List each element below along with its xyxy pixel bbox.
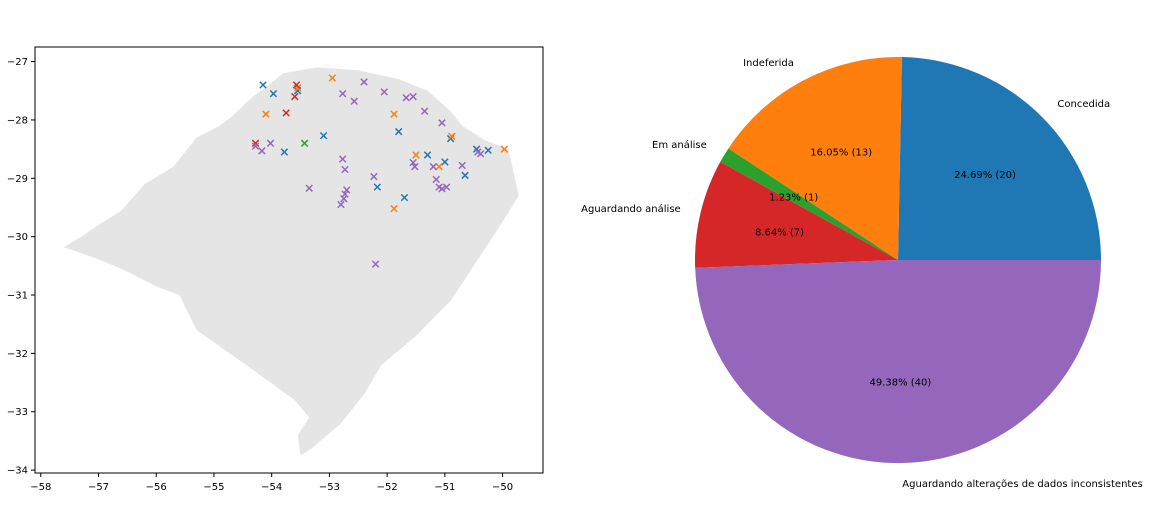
scatter-point (420, 107, 429, 115)
x-axis-ticks: −58 −57 −56 −55 −54 −53 −52 −51 −50 (30, 473, 513, 493)
slice-percent-label: 49.38% (40) (869, 377, 931, 388)
scatter-point (373, 183, 382, 191)
x-tick-label: −52 (377, 482, 398, 493)
x-tick-label: −56 (146, 482, 167, 493)
scatter-point (300, 139, 309, 148)
scatter-point (411, 162, 419, 171)
y-tick-label: −30 (7, 232, 28, 243)
y-tick-label: −27 (7, 57, 28, 68)
slice-percent-label: 8.64% (7) (755, 227, 804, 238)
scatter-point (338, 155, 347, 163)
scatter-point (338, 89, 347, 98)
scatter-point (448, 132, 456, 141)
scatter-point (319, 131, 328, 140)
x-tick-label: −50 (492, 482, 513, 493)
scatter-point (340, 194, 348, 203)
y-axis-ticks: −27 −28 −29 −30 −31 −32 −33 −34 (7, 57, 35, 477)
scatter-point (251, 142, 260, 150)
scatter-point (360, 78, 368, 86)
pie-slice (694, 161, 898, 268)
slice-label: Aguardando análise (581, 203, 681, 215)
scatter-point (438, 119, 446, 127)
scatter-point (432, 175, 440, 184)
scatter-point (328, 74, 337, 82)
scatter-point (293, 87, 302, 95)
x-tick-label: −53 (319, 482, 340, 493)
scatter-point (429, 162, 438, 171)
scatter-point (435, 162, 443, 171)
slice-label: Aguardando alterações de dados inconsist… (902, 479, 1142, 490)
scatter-point (412, 151, 420, 159)
pie-labels: Concedida Indeferida Em análise Aguardando … (581, 58, 1143, 490)
scatter-point (280, 148, 289, 156)
slice-percent-label: 16.05% (13) (810, 148, 872, 159)
scatter-point (409, 92, 417, 101)
pie-slice (720, 148, 898, 260)
scatter-point (371, 260, 380, 268)
scatter-point (400, 193, 409, 202)
scatter-point (266, 139, 275, 148)
map-scatter-panel: −58 −57 −56 −55 −54 −53 −52 −51 −50 −27 −28 −29 −30… (7, 46, 544, 493)
y-tick-label: −31 (7, 291, 28, 302)
scatter-point (390, 110, 398, 118)
slice-percent-label: 24.69% (20) (954, 170, 1016, 181)
y-tick-label: −32 (7, 349, 28, 360)
scatter-point (262, 110, 270, 118)
pie-slice (695, 260, 1101, 464)
x-tick-label: −55 (203, 482, 224, 493)
scatter-point (442, 183, 451, 191)
map-axes-frame (34, 46, 544, 474)
scatter-point (438, 185, 446, 193)
scatter-point (394, 127, 403, 136)
scatter-point (337, 200, 345, 209)
scatter-point (500, 145, 509, 153)
scatter-point (350, 97, 358, 106)
scatter-point (282, 109, 290, 117)
slice-label: Concedida (1057, 99, 1110, 110)
x-tick-label: −58 (30, 482, 51, 493)
scatter-point (370, 172, 378, 181)
y-tick-label: −33 (7, 407, 28, 418)
scatter-point (484, 146, 492, 155)
scatter-point (251, 139, 260, 148)
pie-slice (898, 57, 1101, 260)
scatter-point (476, 150, 485, 158)
region-polygon (63, 67, 519, 456)
scatter-point (342, 186, 351, 194)
pie-slice (728, 57, 902, 261)
scatter-point (423, 151, 432, 159)
x-tick-label: −57 (88, 482, 109, 493)
pie-slices (694, 57, 1101, 464)
x-tick-label: −54 (261, 482, 282, 493)
slice-label: Em análise (652, 139, 707, 151)
scatter-point (292, 81, 301, 89)
scatter-point (305, 184, 313, 192)
pie-chart-panel: Concedida Indeferida Em análise Aguardando … (581, 57, 1143, 490)
scatter-point (461, 171, 469, 180)
y-tick-label: −29 (7, 174, 28, 185)
scatter-point (402, 94, 410, 102)
slice-percent-label: 1.23% (1) (769, 193, 818, 204)
y-tick-label: −34 (7, 466, 28, 477)
scatter-points (251, 74, 509, 268)
state-region-shape (63, 67, 519, 456)
scatter-point (380, 88, 388, 96)
scatter-point (441, 158, 449, 166)
slice-label: Indeferida (743, 58, 794, 69)
pie-percent-labels: 24.69% (20) 16.05% (13) 1.23% (1) 8.64% (7)… (755, 148, 1016, 389)
scatter-point (409, 158, 417, 167)
scatter-point (390, 204, 398, 213)
x-tick-label: −51 (434, 482, 455, 493)
scatter-point (269, 89, 278, 98)
scatter-point (291, 92, 299, 101)
scatter-point (458, 161, 466, 170)
y-tick-label: −28 (7, 115, 28, 126)
scatter-point (259, 81, 267, 89)
scatter-point (341, 165, 349, 174)
scatter-point (258, 147, 266, 155)
